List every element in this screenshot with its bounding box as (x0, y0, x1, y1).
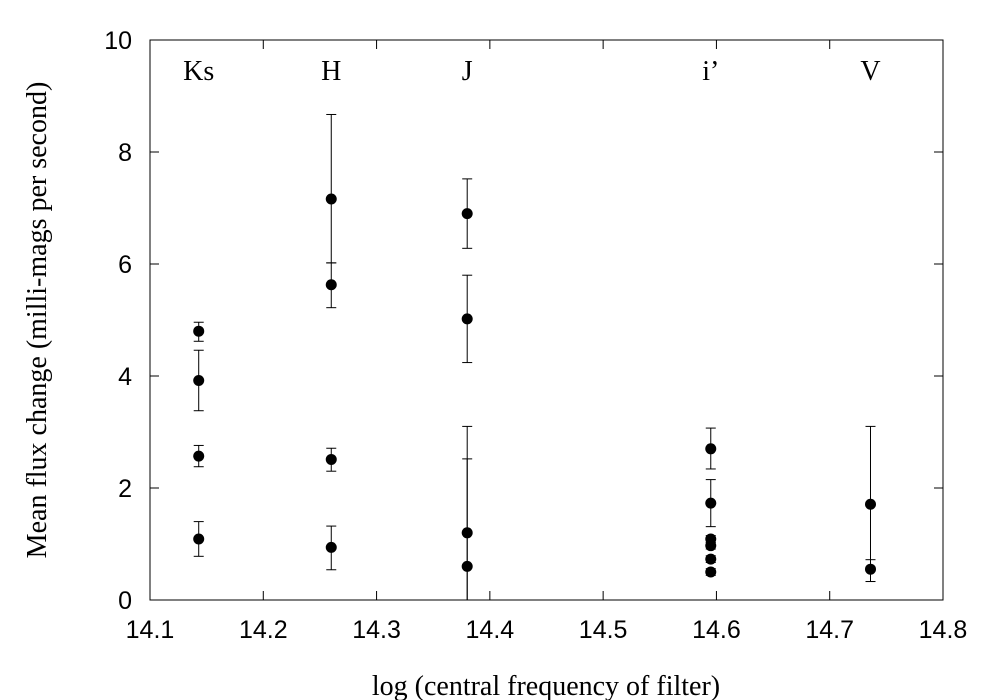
data-point (864, 498, 876, 510)
y-axis-title: Mean flux change (milli-mags per second) (22, 82, 53, 559)
data-point (325, 193, 337, 205)
filter-label: H (321, 56, 341, 87)
y-tick-label: 6 (118, 251, 132, 279)
data-point (325, 453, 337, 465)
x-tick-label: 14.1 (126, 616, 175, 644)
y-tick-label: 10 (104, 27, 132, 55)
data-point (325, 279, 337, 291)
x-tick-label: 14.5 (579, 616, 628, 644)
data-point (864, 563, 876, 575)
x-tick-label: 14.4 (466, 616, 515, 644)
x-tick-label: 14.8 (919, 616, 968, 644)
data-point (705, 540, 717, 552)
filter-label: V (860, 56, 880, 87)
data-point (705, 497, 717, 509)
y-tick-label: 0 (118, 587, 132, 615)
filter-label: Ks (183, 56, 214, 87)
data-point (193, 450, 205, 462)
data-point (193, 533, 205, 545)
data-point (461, 208, 473, 220)
data-point (193, 374, 205, 386)
data-point (705, 443, 717, 455)
data-point (461, 527, 473, 539)
data-point (325, 541, 337, 553)
x-tick-label: 14.7 (805, 616, 854, 644)
error-bars (193, 113, 876, 600)
x-tick-label: 14.6 (692, 616, 741, 644)
data-points (193, 193, 876, 578)
data-point (705, 553, 717, 565)
data-point (461, 560, 473, 572)
data-point (705, 566, 717, 578)
data-point (193, 325, 205, 337)
x-tick-label: 14.3 (352, 616, 401, 644)
plot-frame (149, 39, 944, 601)
axis-ticks (149, 39, 944, 601)
x-tick-label: 14.2 (239, 616, 288, 644)
data-point (461, 313, 473, 325)
y-tick-label: 8 (118, 139, 132, 167)
filter-label: J (462, 56, 473, 87)
y-tick-label: 4 (118, 363, 132, 391)
x-axis-title: log (central frequency of filter) (372, 671, 720, 700)
filter-label: i’ (702, 56, 719, 87)
tick-labels: 14.1 14.2 14.3 14.4 14.5 14.6 14.7 14.8 0 2 4 6 8 10 (104, 27, 967, 644)
y-tick-label: 2 (118, 475, 132, 503)
